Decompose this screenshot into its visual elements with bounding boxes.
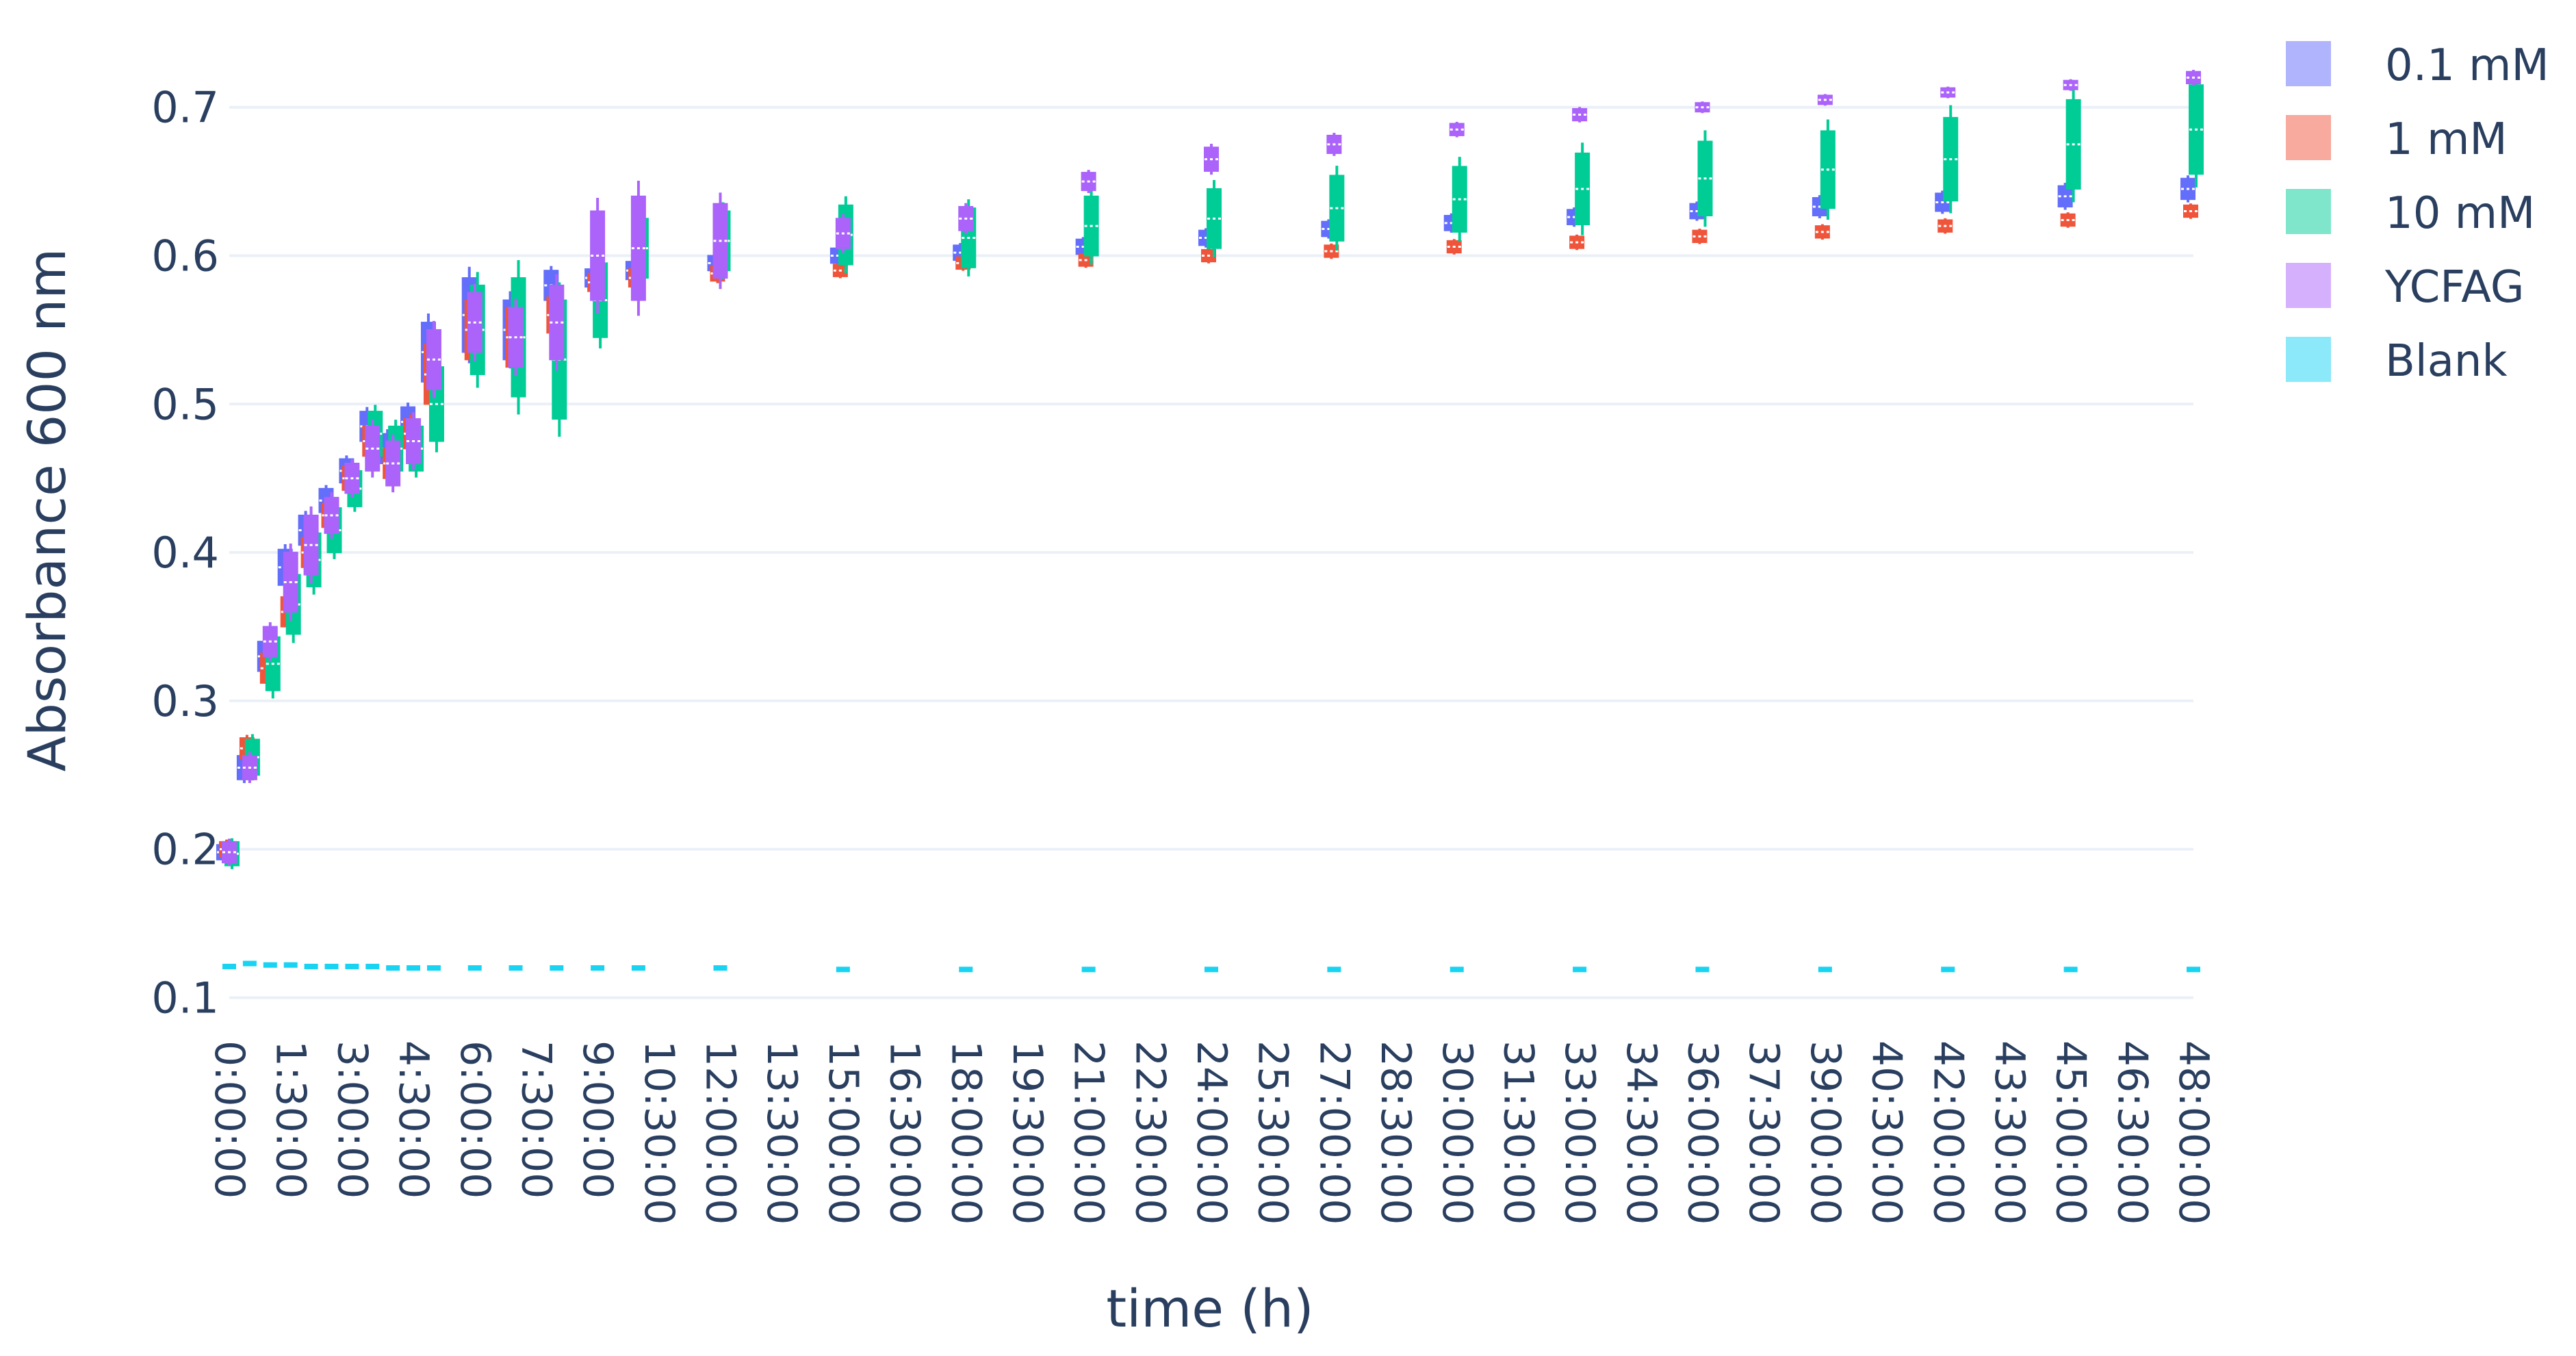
legend-item[interactable]: Blank — [2286, 336, 2508, 387]
x-tick-label: 43:30:00 — [1985, 1040, 2033, 1225]
x-axis-ticks: 0:00:00 1:30:00 3:00:00 4:30:00 6:00:00 7:30:… — [205, 1040, 2217, 1225]
legend-swatch — [2286, 189, 2331, 234]
box-mark — [1081, 967, 1096, 973]
box-mark — [2063, 967, 2078, 973]
y-tick-label: 0.7 — [151, 83, 219, 133]
x-tick-label: 36:00:00 — [1679, 1040, 1727, 1225]
y-tick-label: 0.4 — [151, 528, 219, 578]
box-mark — [1205, 967, 1218, 973]
box-mark — [631, 965, 645, 971]
series-10-mm — [224, 71, 2204, 869]
legend-label: 1 mM — [2385, 114, 2508, 165]
x-axis-title: time (h) — [1106, 1278, 1313, 1339]
box-mark — [508, 965, 523, 971]
y-axis-ticks: 0.1 0.2 0.3 0.4 0.5 0.6 0.7 — [151, 83, 219, 1023]
x-tick-label: 30:00:00 — [1433, 1040, 1481, 1225]
x-tick-label: 45:00:00 — [2047, 1040, 2095, 1225]
box-mark — [345, 963, 359, 969]
x-tick-label: 4:30:00 — [389, 1040, 437, 1199]
x-tick-label: 0:00:00 — [205, 1040, 253, 1199]
box-mark — [407, 965, 421, 971]
x-tick-label: 18:00:00 — [942, 1040, 990, 1225]
box-mark — [1695, 967, 1710, 973]
y-axis-title: Absorbance 600 nm — [16, 248, 77, 772]
box-mark — [2187, 967, 2200, 973]
box-traces — [216, 70, 2204, 973]
box-mark — [222, 963, 236, 969]
y-tick-label: 0.2 — [151, 825, 219, 875]
box-mark — [426, 965, 441, 971]
y-tick-label: 0.1 — [151, 973, 219, 1023]
x-tick-label: 19:30:00 — [1003, 1040, 1051, 1225]
y-tick-label: 0.3 — [151, 676, 219, 726]
box-mark — [959, 967, 973, 973]
legend-label: 0.1 mM — [2385, 40, 2549, 91]
x-tick-label: 40:30:00 — [1863, 1040, 1911, 1225]
box-mark — [1818, 967, 1832, 973]
x-tick-label: 1:30:00 — [267, 1040, 315, 1199]
x-tick-label: 7:30:00 — [512, 1040, 560, 1199]
x-tick-label: 33:00:00 — [1556, 1040, 1603, 1225]
x-tick-label: 27:00:00 — [1310, 1040, 1358, 1225]
x-tick-label: 24:00:00 — [1187, 1040, 1235, 1225]
legend-item[interactable]: 10 mM — [2286, 188, 2535, 239]
x-tick-label: 15:00:00 — [819, 1040, 867, 1225]
box-mark — [324, 963, 339, 969]
box-mark — [1941, 967, 1955, 973]
x-tick-label: 28:30:00 — [1371, 1040, 1419, 1225]
box-mark — [242, 960, 257, 967]
box-mark — [467, 965, 482, 971]
box-mark — [365, 963, 380, 969]
legend[interactable]: 0.1 mM 1 mM 10 mM YCFAG Blank — [2286, 40, 2549, 387]
x-tick-label: 31:30:00 — [1494, 1040, 1542, 1225]
box-mark — [304, 963, 318, 969]
box-mark — [1573, 967, 1587, 973]
x-tick-label: 48:00:00 — [2169, 1040, 2217, 1225]
x-tick-label: 9:00:00 — [574, 1040, 621, 1199]
x-tick-label: 39:00:00 — [1801, 1040, 1849, 1225]
legend-item[interactable]: 1 mM — [2286, 114, 2508, 165]
legend-label: YCFAG — [2384, 262, 2524, 313]
x-tick-label: 16:30:00 — [881, 1040, 929, 1225]
box-mark — [386, 965, 400, 971]
x-tick-label: 21:00:00 — [1065, 1040, 1113, 1225]
legend-swatch — [2286, 263, 2331, 308]
x-tick-label: 22:30:00 — [1126, 1040, 1174, 1225]
x-tick-label: 12:00:00 — [697, 1040, 745, 1225]
box-mark — [283, 962, 298, 968]
box-mark — [263, 962, 277, 968]
legend-item[interactable]: YCFAG — [2286, 262, 2524, 313]
series-ycfag — [222, 70, 2201, 866]
legend-swatch — [2286, 337, 2331, 382]
legend-item[interactable]: 0.1 mM — [2286, 40, 2549, 91]
y-tick-label: 0.6 — [151, 231, 219, 281]
box-mark — [1327, 967, 1341, 973]
x-tick-label: 6:00:00 — [451, 1040, 499, 1199]
x-tick-label: 46:30:00 — [2108, 1040, 2156, 1225]
x-tick-label: 34:30:00 — [1617, 1040, 1665, 1225]
box-mark — [1450, 967, 1464, 973]
x-tick-label: 42:00:00 — [1924, 1040, 1972, 1225]
box-mark — [713, 965, 727, 971]
x-tick-label: 25:30:00 — [1249, 1040, 1297, 1225]
x-tick-label: 13:30:00 — [758, 1040, 806, 1225]
legend-swatch — [2286, 115, 2331, 160]
legend-swatch — [2286, 41, 2331, 86]
box-mark — [836, 967, 850, 973]
series-blank — [222, 960, 2200, 973]
box-mark — [550, 965, 564, 971]
x-tick-label: 3:00:00 — [328, 1040, 376, 1199]
x-tick-label: 10:30:00 — [635, 1040, 683, 1225]
box-mark — [591, 965, 605, 971]
legend-label: Blank — [2385, 336, 2508, 387]
y-tick-label: 0.5 — [151, 379, 219, 429]
legend-label: 10 mM — [2385, 188, 2535, 239]
x-tick-label: 37:30:00 — [1740, 1040, 1788, 1225]
